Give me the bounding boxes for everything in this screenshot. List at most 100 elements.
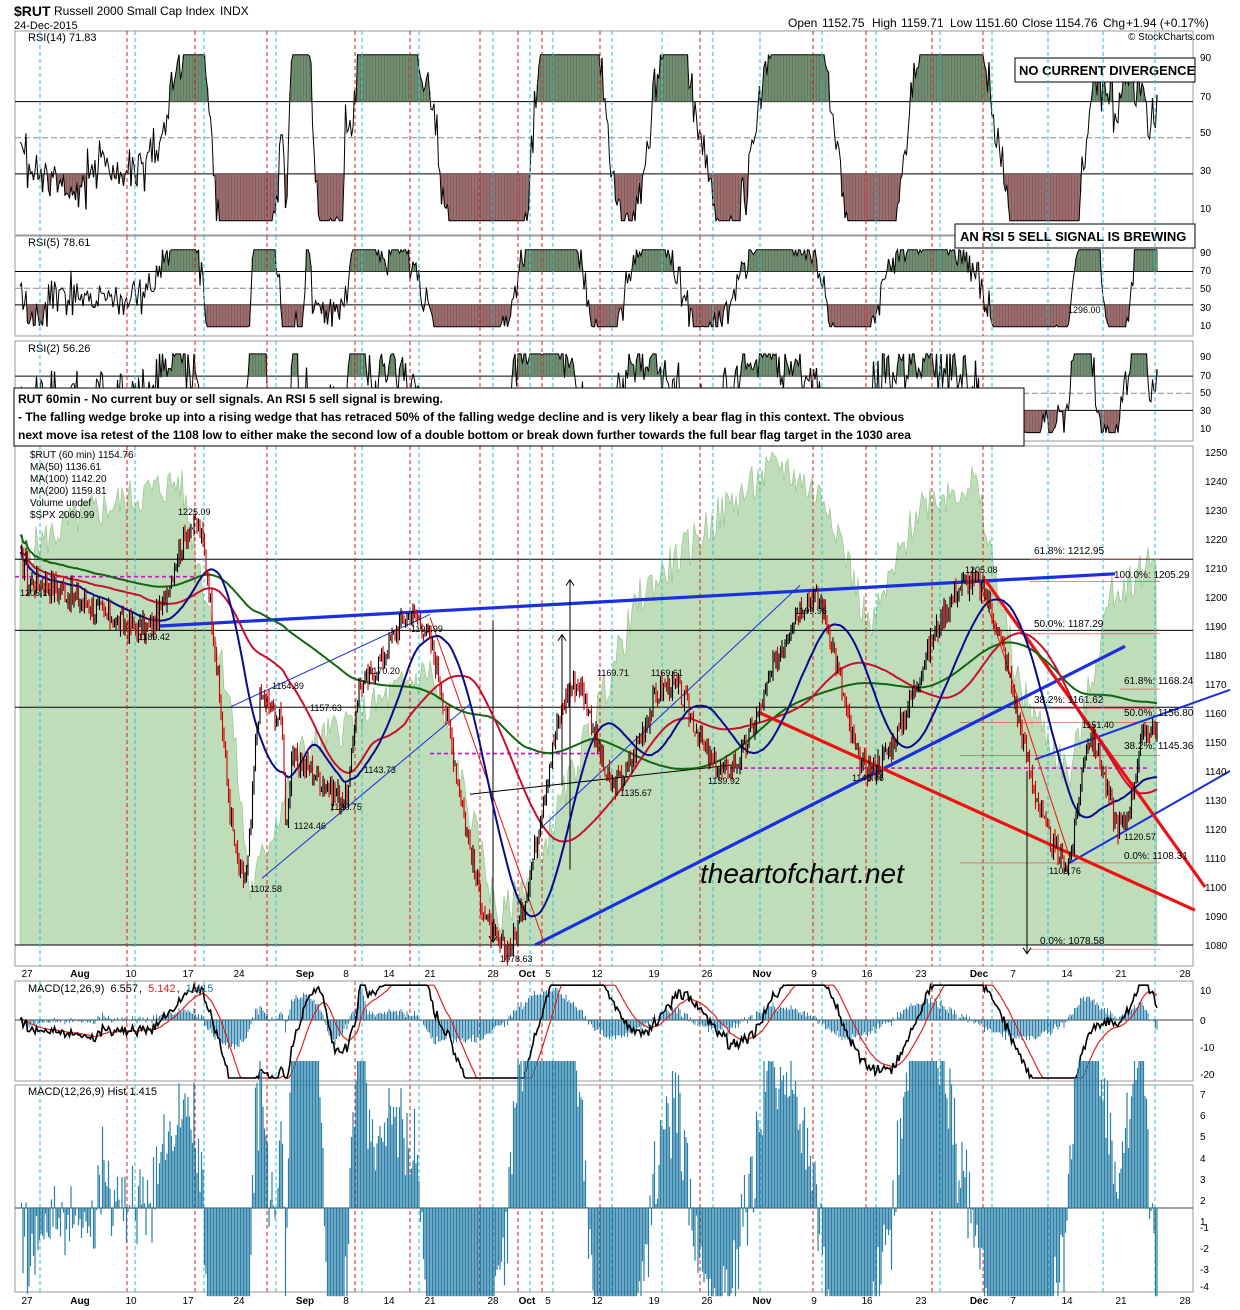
x-tick: Nov: [753, 969, 772, 980]
x-tick: Dec: [970, 969, 989, 980]
rsi5-inline-value: 1296.00: [1068, 305, 1101, 315]
rsi14-note-box: [1014, 57, 1196, 83]
legend-spx: $SPX 2060.99: [30, 510, 95, 521]
x-tick: 24: [233, 969, 245, 980]
rsi2-ticks: 90 70 50 30 10: [1200, 352, 1212, 435]
x-tick: 10: [125, 1296, 137, 1307]
price-label: 1170.20: [368, 666, 400, 676]
fib-label: 61.8%: 1212.95: [1034, 546, 1104, 557]
rsi5-reference-lines: [15, 249, 1193, 327]
price-label: 1108.76: [1049, 866, 1081, 876]
x-tick: 14: [383, 969, 395, 980]
macd-tick: -10: [1200, 1043, 1215, 1054]
commentary-line-1: RUT 60min - No current buy or sell signa…: [18, 392, 443, 406]
stockcharts-credit: © StockCharts.com: [1128, 32, 1214, 43]
x-tick: 7: [1010, 969, 1016, 980]
x-tick: Oct: [519, 1296, 536, 1307]
x-tick: 23: [915, 969, 927, 980]
price-tick: 1250: [1205, 448, 1228, 459]
macd-value: 6.557: [110, 983, 138, 995]
legend-ma200: MA(200) 1159.81: [30, 486, 107, 497]
x-tick: Oct: [519, 969, 536, 980]
hist-tick: 4: [1200, 1154, 1206, 1165]
thin-trendline: [261, 703, 471, 879]
fib-label: 50.0%: 1187.29: [1034, 619, 1104, 630]
fib-label: 0.0%: 1108.31: [1124, 851, 1188, 862]
rsi5-panel: RSI(5) 78.61 90 70 50 30 10 1296.00 AN R…: [14, 223, 1212, 337]
x-tick: Aug: [70, 1296, 89, 1307]
price-tick: 1170: [1205, 680, 1227, 691]
price-tick: 1160: [1205, 709, 1227, 720]
macd-label-prefix: MACD(12,26,9): [28, 983, 104, 995]
macd-signal-line: [19, 984, 1158, 1079]
rsi14-panel: RSI(14) 71.83 90 70 50 30 10 NO CURRENT …: [14, 30, 1212, 236]
price-tick: 1220: [1205, 535, 1228, 546]
low-value: 1151.60: [975, 16, 1018, 30]
hist-tick: -2: [1200, 1244, 1209, 1255]
hist-tick: 6: [1200, 1111, 1206, 1122]
x-tick: Dec: [970, 1296, 989, 1307]
x-tick: 28: [1179, 1296, 1191, 1307]
x-tick: 14: [383, 1296, 395, 1307]
watermark: theartofchart.net: [700, 858, 905, 889]
fib-label: 61.8%: 1168.24: [1124, 676, 1194, 687]
x-tick: 14: [1061, 1296, 1073, 1307]
rsi14-ticks: 90 70 50 30 10: [1200, 53, 1212, 215]
x-tick: 16: [861, 1296, 873, 1307]
price-label: 1193.99: [411, 624, 443, 634]
rsi14-tick-70: 70: [1200, 92, 1212, 103]
x-tick: 28: [487, 969, 499, 980]
hist-tick: 5: [1200, 1132, 1206, 1143]
fib-label: 100.0%: 1205.29: [1114, 570, 1190, 581]
commentary-line-3: next move isa retest of the 1108 low to …: [18, 428, 911, 442]
ma50-line: [19, 551, 1158, 918]
commentary-box: RUT 60min - No current buy or sell signa…: [13, 387, 1025, 447]
macd-signal-value: 5.142: [148, 983, 176, 995]
x-tick: 9: [811, 969, 817, 980]
thin-trendline: [539, 585, 801, 830]
rsi14-tick-50: 50: [1200, 128, 1212, 139]
macd-hist-value: 1.415: [186, 983, 214, 995]
commentary-frame: [13, 387, 1025, 447]
fib-label: 38.2%: 1145.36: [1124, 741, 1194, 752]
hist-tick: 2: [1200, 1196, 1206, 1207]
macd-panel: MACD(12,26,9) 6.557, 5.142, 1.415 10 0 -…: [14, 980, 1215, 1082]
rsi5-line: [19, 247, 1157, 328]
x-tick: 21: [1115, 969, 1127, 980]
rsi14-line: [19, 54, 1158, 223]
x-tick: 12: [591, 1296, 603, 1307]
x-tick: 17: [182, 1296, 194, 1307]
symbol: $RUT: [14, 3, 51, 19]
price-y-axis: 1250 1240 1230 1220 1210 1200 1190 1180 1170 1160…: [1205, 448, 1228, 952]
price-label: 1189.42: [138, 632, 170, 642]
rsi2-label: RSI(2) 56.26: [28, 343, 90, 355]
low-label: Low: [950, 16, 972, 30]
rsi2-tick-70: 70: [1200, 371, 1212, 382]
channel-bottom-trendline: [1067, 770, 1231, 865]
x-tick: 26: [701, 969, 713, 980]
rsi5-frame: [14, 235, 1194, 337]
price-label: 1124.46: [294, 821, 326, 831]
rsi14-label: RSI(14) 71.83: [28, 32, 96, 44]
macd-ticks: 10 0 -10 -20: [1200, 986, 1215, 1081]
x-tick: 5: [545, 1296, 551, 1307]
target-arrow-down-head: [488, 935, 498, 944]
rsi2-tick-90: 90: [1200, 352, 1212, 363]
price-label: 1143.73: [364, 765, 396, 775]
open-value: 1152.75: [822, 16, 865, 30]
hist-bars: [20, 1061, 1158, 1297]
macd-frame: [14, 980, 1194, 1082]
x-tick: 12: [591, 969, 603, 980]
rsi14-tick-10: 10: [1200, 204, 1212, 215]
x-tick: 21: [424, 1296, 436, 1307]
chart-date: 24-Dec-2015: [14, 20, 78, 32]
hist-tick: 1: [1200, 1217, 1206, 1228]
rsi2-tick-50: 50: [1200, 388, 1212, 399]
price-tick: 1140: [1205, 767, 1227, 778]
price-tick: 1230: [1205, 506, 1228, 517]
price-tick: 1130: [1205, 796, 1227, 807]
x-tick: 16: [861, 969, 873, 980]
price-tick: 1090: [1205, 912, 1228, 923]
hist-tick: -4: [1200, 1282, 1209, 1293]
x-tick: 21: [1115, 1296, 1127, 1307]
